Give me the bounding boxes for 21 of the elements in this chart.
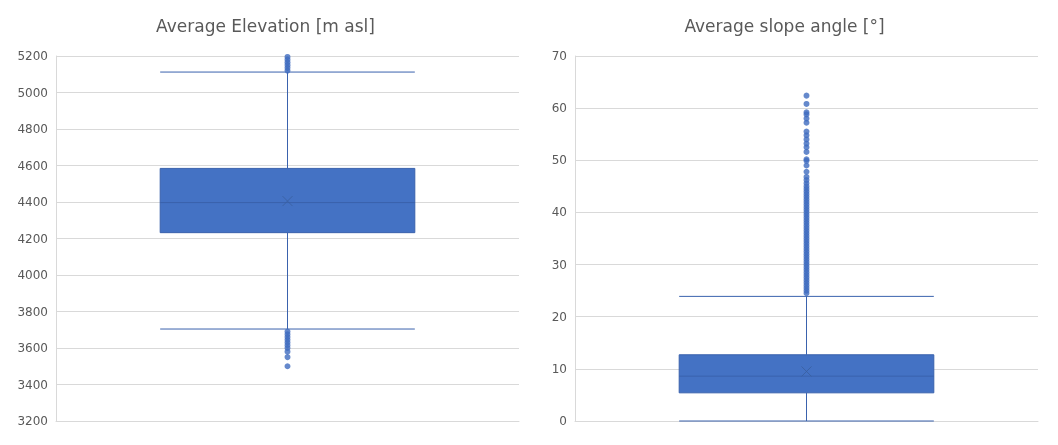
y-tick-label: 3600 [17, 341, 48, 355]
y-tick-label: 40 [551, 205, 567, 220]
y-tick-label: 3200 [17, 414, 48, 428]
y-tick-label: 5200 [17, 49, 48, 63]
y-tick-label: 4800 [17, 122, 48, 136]
chart-title: Average slope angle [°] [684, 15, 885, 36]
y-tick-label: 60 [551, 101, 567, 116]
y-tick-label: 30 [551, 257, 567, 272]
y-tick-label: 4400 [17, 195, 48, 209]
y-tick-label: 3400 [17, 377, 48, 392]
y-tick-label: 5000 [17, 85, 48, 100]
y-tick-label: 3800 [17, 304, 48, 319]
y-tick-label: 20 [551, 309, 567, 324]
y-tick-label: 4000 [17, 268, 48, 282]
y-tick-label: 10 [551, 361, 567, 376]
y-tick-label: 50 [551, 153, 567, 168]
y-tick-label: 4600 [17, 158, 48, 173]
y-tick-label: 4200 [17, 231, 48, 246]
chart-title: Average Elevation [m asl] [156, 15, 375, 36]
y-tick-label: 70 [551, 49, 567, 63]
y-tick-label: 0 [559, 414, 567, 428]
